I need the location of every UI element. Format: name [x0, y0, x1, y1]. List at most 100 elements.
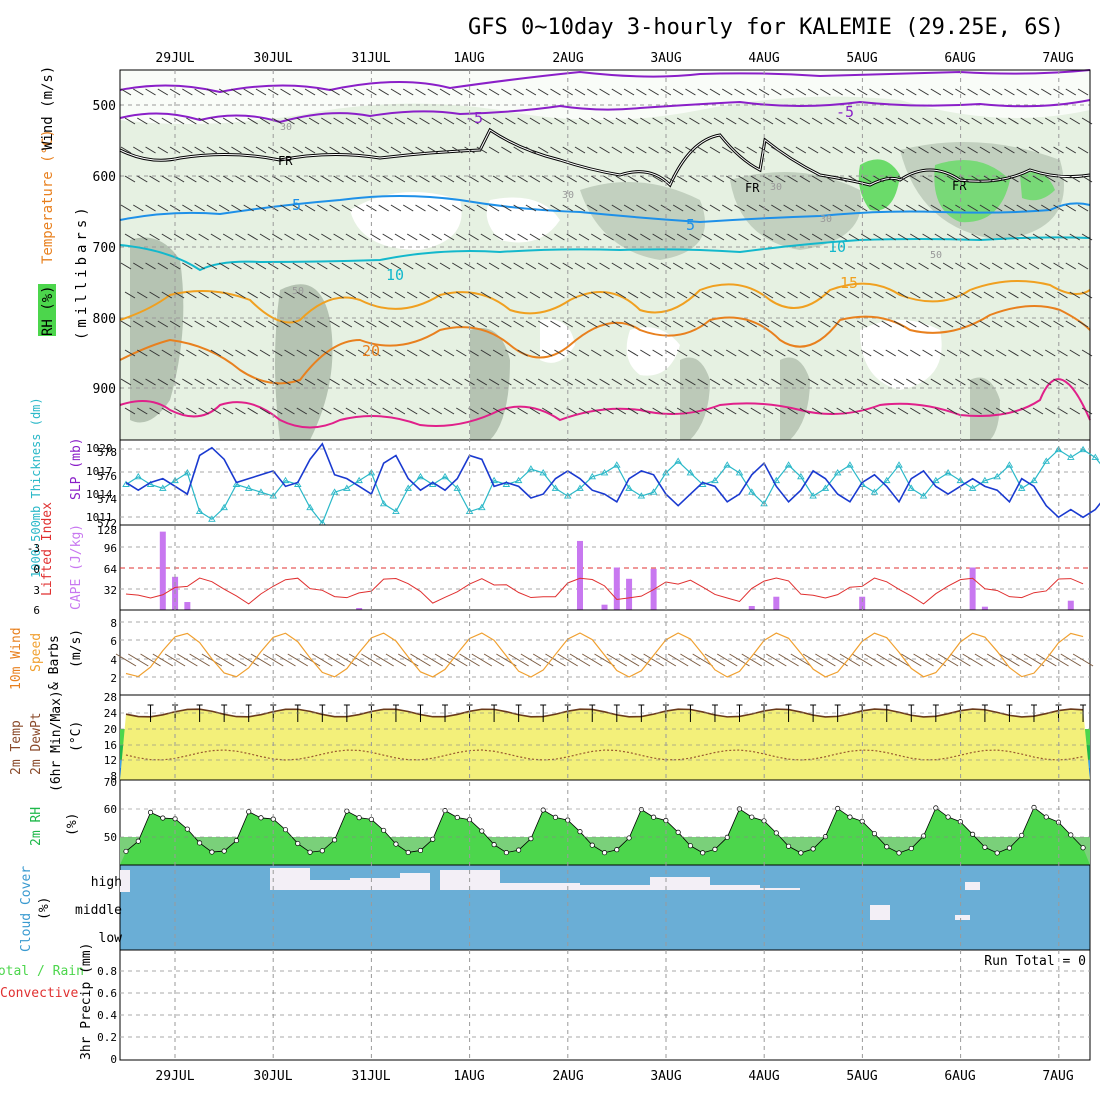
y-tick: 20 [104, 723, 117, 736]
wind-barb [468, 349, 479, 357]
contour-label: FR [745, 181, 760, 195]
wind-barb [913, 653, 934, 667]
wind-barb [918, 146, 929, 154]
wind-barb [206, 378, 218, 386]
wind-barb [1060, 653, 1082, 667]
wind-barb [725, 175, 737, 183]
wind-barb [218, 204, 230, 212]
wind-barb [685, 88, 696, 96]
wind-barb [636, 204, 647, 212]
wind-barb [406, 233, 418, 241]
cloud-level-label: low [99, 931, 123, 946]
wind-barb [738, 175, 749, 183]
wind-barb [1020, 117, 1031, 125]
wind-barb [329, 204, 340, 212]
wind-barb [881, 204, 892, 212]
wind-barb [750, 291, 762, 299]
wind-barb [942, 146, 954, 154]
precip-y-labels: Total / Rain Convective 3hr Precip (mm) [0, 943, 94, 1060]
wind-barb [267, 88, 279, 96]
cloud-gap [400, 873, 430, 890]
wind-barb [1057, 233, 1068, 241]
wind-barb [934, 233, 946, 241]
wind-barb [1004, 88, 1015, 96]
wind-barb [284, 407, 295, 415]
wind-barb [201, 653, 223, 667]
wind-barb [1016, 88, 1027, 96]
rh-marker [920, 833, 927, 839]
wind-barb [439, 146, 451, 154]
wind-barb [897, 233, 909, 241]
slp-grid [120, 448, 1090, 518]
wind-barb [476, 146, 488, 154]
precip-panel: Run Total = 0 0.8 0.6 0.4 0.2 0 Total / … [0, 943, 1091, 1066]
wind-barb [1057, 291, 1068, 299]
wind-barb [979, 320, 991, 328]
y-tick: 1011 [86, 511, 113, 524]
wind-barb [443, 175, 455, 183]
wind-barb [640, 349, 651, 357]
wind-barb [275, 653, 296, 667]
wind-barb [427, 378, 439, 386]
wind-barb [623, 378, 635, 386]
wind-barb [468, 175, 479, 183]
wind-barb [934, 117, 946, 125]
temp-yellow-fill [120, 709, 1090, 780]
y-tick: 1017 [86, 465, 113, 478]
wind-barb [525, 378, 537, 386]
wind-barb [689, 233, 700, 241]
wind-barb [410, 653, 431, 667]
wind-barb [771, 146, 782, 154]
wind-barb [137, 291, 148, 299]
date-label: 1AUG [453, 1069, 484, 1084]
wind-barb [324, 653, 345, 667]
wind-barb [787, 233, 798, 241]
wind-barb [402, 146, 414, 154]
wind-barb [636, 262, 647, 270]
wind-barb [611, 204, 623, 212]
wind-barb [550, 262, 561, 270]
thickness-line [125, 448, 1100, 525]
wind-barb [734, 204, 745, 212]
rh-marker [135, 838, 141, 844]
wind-barb [934, 349, 946, 357]
wind-barb [554, 175, 565, 183]
wind-barb [145, 88, 156, 96]
contour-label: 30 [770, 182, 782, 193]
rh-marker [945, 814, 951, 820]
wind-barb [631, 653, 652, 667]
cape-bar [356, 608, 363, 610]
y-tick: 24 [104, 707, 118, 720]
date-label: 29JUL [155, 51, 194, 66]
wind-barb [640, 291, 651, 299]
wind-barb [824, 175, 835, 183]
wind-barb [910, 407, 921, 415]
wind-barb [149, 349, 160, 357]
y-tick: 60 [104, 803, 117, 816]
wind-barb [906, 262, 917, 270]
wind-barb [967, 378, 978, 386]
wind-barb [513, 88, 524, 96]
wind-barb [734, 378, 745, 386]
wind-barb [259, 175, 271, 183]
rh-area [120, 807, 1090, 865]
thickness-marker [441, 472, 449, 480]
wind-barb [296, 349, 308, 357]
thickness-marker [269, 492, 278, 499]
rh-marker [712, 846, 718, 852]
rh-green-region [1020, 172, 1055, 201]
wind-barb [353, 146, 365, 154]
wind-barb [906, 378, 917, 386]
wind-barb [983, 291, 995, 299]
wind-barb [517, 349, 528, 357]
wind-barb [582, 653, 603, 667]
wind-barb [995, 233, 1007, 241]
wind-barb [983, 117, 995, 125]
wind-barb [836, 407, 847, 415]
rh-panel: 70 60 50 2m RH (%) [29, 776, 1091, 866]
upper-y-axis: 500 600 700 800 900 [93, 99, 116, 397]
wind-barb [807, 378, 819, 386]
wind-barb [983, 175, 995, 183]
upper-air-panel: -5 -5 FR FR FR 5 5 10 10 15 20 30 30 30 … [38, 66, 1093, 441]
wind-barb [238, 653, 259, 667]
